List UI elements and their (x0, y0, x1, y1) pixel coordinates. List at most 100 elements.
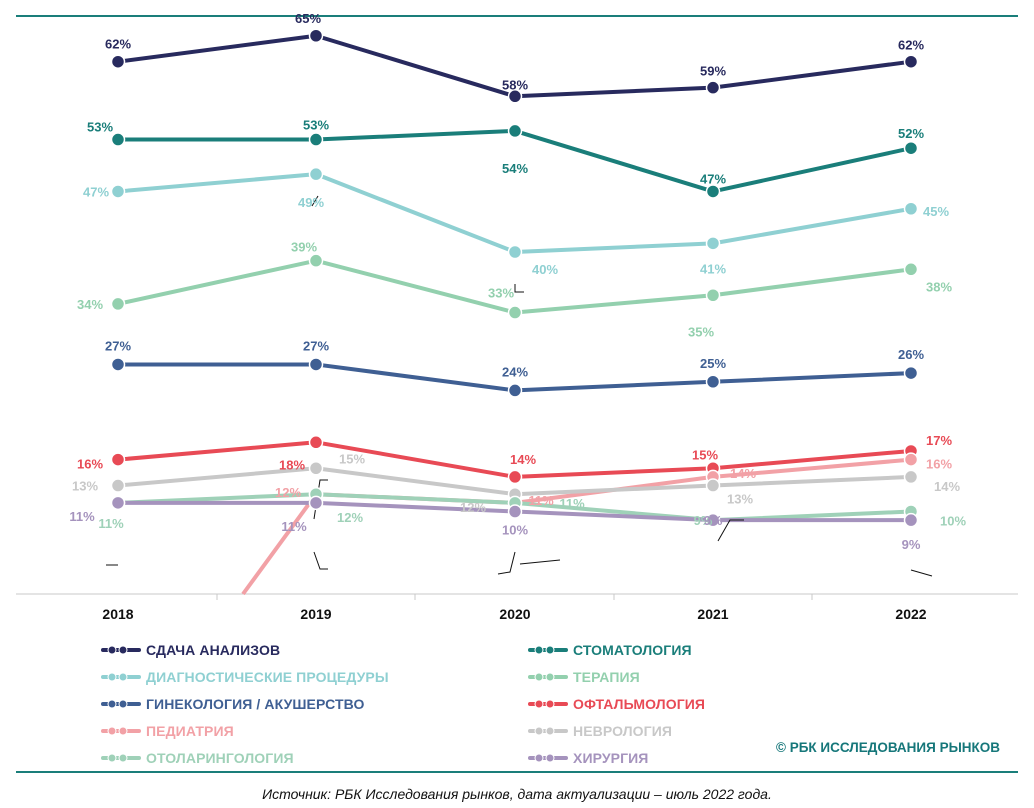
data-label: 33% (488, 286, 514, 301)
leader-line (497, 551, 516, 575)
data-point (110, 132, 126, 147)
data-point (110, 495, 126, 511)
legend-label: ОФТАЛЬМОЛОГИЯ (573, 696, 706, 712)
data-label: 15% (692, 447, 718, 462)
data-point (110, 478, 126, 493)
data-label: 10% (940, 514, 966, 529)
data-point (903, 512, 919, 528)
legend-label: ТЕРАПИЯ (573, 669, 640, 685)
data-point (903, 201, 919, 216)
data-label: 12% (275, 485, 301, 500)
data-label: 11% (528, 493, 554, 508)
data-label: 17% (926, 433, 952, 448)
legend-swatch (528, 645, 568, 655)
legend-swatch (528, 672, 568, 682)
data-point (903, 54, 919, 69)
data-label: 9% (704, 513, 723, 528)
data-label: 25% (700, 356, 726, 371)
data-label: 65% (295, 11, 321, 26)
legend-label: СДАЧА АНАЛИЗОВ (146, 642, 281, 658)
data-point (308, 495, 324, 511)
data-point (507, 469, 523, 485)
data-label: 49% (298, 195, 324, 210)
data-label: 54% (502, 161, 528, 176)
data-point (705, 288, 721, 303)
data-label: 53% (303, 118, 329, 133)
data-label: 12% (337, 510, 363, 525)
data-label: 14% (934, 479, 960, 494)
legend-label: ГИНЕКОЛОГИЯ / АКУШЕРСТВО (146, 696, 365, 712)
series-points (110, 28, 919, 528)
data-point (308, 435, 324, 450)
data-point (308, 28, 324, 43)
legend-item: ГИНЕКОЛОГИЯ / АКУШЕРСТВО (100, 694, 364, 714)
data-point (903, 365, 919, 381)
data-label: 27% (105, 338, 131, 353)
data-label: 11% (281, 519, 307, 534)
data-point (903, 262, 919, 277)
x-tick-label: 2022 (895, 606, 926, 622)
data-label: 41% (700, 261, 726, 276)
data-label: 14% (730, 466, 756, 481)
legend-item: ТЕРАПИЯ (527, 667, 640, 687)
data-point (110, 452, 126, 467)
bottom-rule (16, 771, 1018, 773)
data-point (110, 54, 126, 69)
data-point (110, 357, 126, 372)
data-label: 16% (926, 457, 952, 472)
x-axis: 2018 2019 2020 2021 2022 (16, 593, 1018, 622)
data-label: 9% (694, 513, 713, 528)
legend-swatch (528, 726, 568, 736)
data-label: 11% (559, 496, 585, 511)
legend-swatch (101, 699, 141, 709)
data-label: 45% (923, 204, 949, 219)
legend-item: ДИАГНОСТИЧЕСКИЕ ПРОЦЕДУРЫ (100, 667, 389, 687)
data-label: 9% (902, 537, 921, 552)
leader-line (910, 569, 933, 577)
legend-item: НЕВРОЛОГИЯ (527, 721, 672, 741)
data-labels: 62% 65% 58% 59% 62% 53% 53% 54% 47% 52% 47% 49% 40% 4… (69, 11, 966, 552)
x-tick-label: 2018 (102, 606, 133, 622)
data-label: 35% (688, 324, 714, 339)
data-label: 14% (510, 452, 536, 467)
data-point (507, 305, 523, 320)
data-point (110, 296, 126, 312)
data-point (308, 166, 324, 182)
data-point (308, 132, 324, 147)
data-label: 34% (77, 297, 103, 312)
source-note: Источник: РБК Исследования рынков, дата … (262, 786, 772, 802)
data-label: 18% (279, 457, 305, 472)
top-rule (16, 15, 1018, 17)
legend-label: СТОМАТОЛОГИЯ (573, 642, 692, 658)
data-point (705, 80, 721, 95)
data-label: 11% (69, 509, 95, 524)
x-tick-label: 2020 (499, 606, 530, 622)
legend-label: НЕВРОЛОГИЯ (573, 723, 673, 739)
x-tick-label: 2019 (300, 606, 331, 622)
x-tick-label: 2021 (697, 606, 728, 622)
legend-label: ПЕДИАТРИЯ (146, 723, 234, 739)
series-line-segment (241, 493, 318, 596)
data-label: 26% (898, 347, 924, 362)
data-point (705, 512, 721, 528)
data-point (507, 89, 523, 104)
legend-swatch (101, 753, 141, 763)
credit-text: © РБК ИССЛЕДОВАНИЯ РЫНКОВ (776, 740, 1001, 755)
legend-label: ХИРУРГИЯ (573, 750, 649, 766)
series-line (116, 172, 913, 254)
data-label: 62% (898, 38, 924, 53)
leader-line (717, 519, 744, 542)
data-label: 40% (532, 262, 558, 277)
data-point (308, 253, 324, 268)
legend-item: ОТОЛАРИНГОЛОГИЯ (100, 748, 294, 768)
data-label: 13% (72, 479, 98, 494)
data-point (507, 504, 523, 519)
legend-item: ОФТАЛЬМОЛОГИЯ (527, 694, 705, 714)
data-label: 12% (460, 500, 486, 515)
legend-label: ДИАГНОСТИЧЕСКИЕ ПРОЦЕДУРЫ (146, 669, 389, 685)
data-point (507, 383, 523, 398)
data-label: 24% (502, 364, 528, 379)
data-label: 52% (898, 126, 924, 141)
legend-swatch (101, 726, 141, 736)
data-label: 27% (303, 338, 329, 353)
